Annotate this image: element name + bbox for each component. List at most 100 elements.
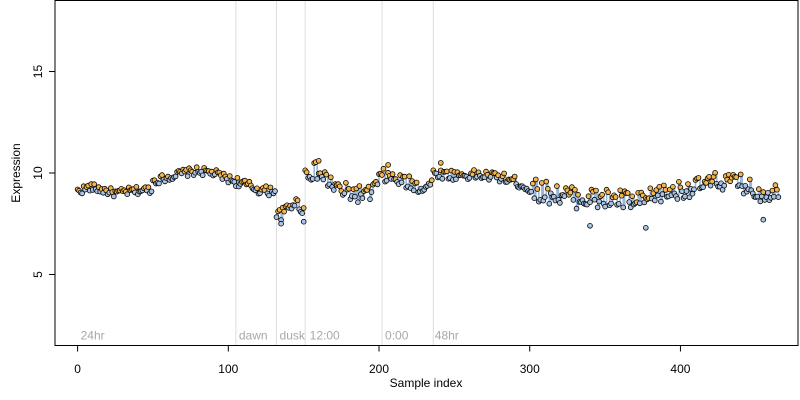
data-point-150 (300, 205, 307, 211)
data-point-152 (303, 169, 310, 176)
data-point-156 (309, 176, 316, 182)
data-point-361 (618, 192, 625, 199)
data-point-462 (771, 194, 777, 200)
data-point-373 (636, 200, 643, 207)
data-point-362 (620, 204, 626, 211)
data-point-463 (772, 182, 779, 188)
data-point-189 (359, 195, 366, 202)
data-point-304 (532, 176, 539, 183)
data-point-177 (341, 190, 348, 197)
extreme-point-7 (760, 216, 767, 223)
data-point-386 (656, 184, 663, 190)
data-point-301 (528, 188, 534, 195)
data-point-388 (659, 191, 666, 197)
data-point-146 (294, 197, 301, 204)
x-tick-label-3: 300 (520, 362, 540, 376)
data-point-308 (538, 180, 545, 186)
data-point-174 (336, 183, 343, 190)
data-point-186 (355, 199, 361, 206)
data-point-403 (682, 193, 688, 200)
data-point-127 (266, 192, 272, 199)
data-point-251 (453, 176, 459, 183)
x-tick-label-4: 400 (670, 362, 690, 376)
data-point-209 (389, 171, 396, 177)
data-point-242 (439, 176, 446, 182)
data-point-313 (546, 201, 553, 207)
data-point-131 (272, 188, 278, 194)
data-point-83 (199, 172, 206, 179)
data-point-452 (755, 186, 762, 192)
x-axis: 0 100 200 300 400 (74, 345, 691, 376)
data-point-354 (608, 200, 614, 207)
annotation-0: 24hr (81, 328, 105, 342)
data-point-132 (273, 214, 280, 220)
data-point-331 (573, 205, 580, 212)
data-point-323 (561, 193, 568, 199)
x-tick-label-2: 200 (369, 362, 389, 376)
data-point-390 (662, 187, 669, 193)
extreme-point-2 (315, 158, 322, 164)
data-point-368 (629, 193, 635, 200)
y-tick-label-2: 15 (31, 65, 45, 79)
annotation-3: 12:00 (310, 328, 340, 342)
data-point-33 (124, 191, 131, 198)
data-point-429 (721, 182, 727, 189)
data-point-360 (617, 187, 623, 194)
x-tick-label-1: 100 (218, 362, 238, 376)
data-point-344 (593, 187, 599, 194)
data-point-223 (410, 187, 417, 194)
data-point-401 (679, 188, 685, 195)
extreme-point-5 (587, 223, 593, 229)
data-point-458 (765, 190, 771, 196)
x-axis-title: Sample index (390, 376, 463, 390)
data-point-54 (156, 180, 162, 187)
data-point-193 (365, 183, 372, 190)
data-point-352 (605, 189, 611, 196)
data-point-318 (554, 183, 560, 189)
data-point-170 (330, 187, 337, 193)
data-point-455 (760, 189, 767, 195)
data-point-383 (651, 197, 658, 204)
data-point-119 (254, 185, 260, 192)
data-point-348 (599, 191, 605, 198)
data-point-329 (570, 197, 577, 203)
data-point-283 (501, 170, 507, 177)
data-point-389 (661, 182, 667, 189)
data-point-163 (320, 176, 327, 183)
data-point-73 (184, 173, 191, 180)
data-point-184 (352, 193, 358, 200)
data-point-220 (406, 173, 413, 180)
data-point-199 (374, 181, 381, 188)
data-point-215 (398, 179, 405, 186)
data-point-453 (757, 198, 764, 205)
data-point-357 (612, 194, 619, 200)
data-point-417 (703, 180, 709, 186)
data-point-180 (346, 185, 352, 192)
data-point-47 (145, 184, 152, 191)
data-point-345 (594, 204, 601, 211)
data-point-205 (383, 177, 390, 184)
data-point-65 (172, 173, 179, 180)
data-point-159 (314, 176, 321, 182)
data-point-245 (443, 168, 450, 175)
data-point-290 (511, 173, 518, 180)
data-point-330 (572, 187, 578, 193)
points-layer (74, 158, 782, 231)
annotation-2: dusk (280, 328, 306, 342)
data-point-165 (323, 171, 330, 178)
data-point-398 (674, 196, 681, 202)
data-point-465 (775, 194, 782, 200)
data-point-387 (658, 198, 664, 205)
data-point-440 (737, 171, 744, 178)
y-axis: 5 10 15 (31, 65, 56, 278)
y-tick-label-1: 10 (31, 166, 45, 180)
extreme-point-6 (642, 225, 649, 231)
data-point-187 (356, 183, 363, 189)
data-point-178 (343, 180, 349, 186)
data-point-443 (742, 183, 749, 189)
data-point-203 (380, 165, 387, 172)
annotations-layer: 24hr dawn dusk 12:00 0:00 48hr (81, 328, 459, 342)
data-point-194 (367, 196, 373, 203)
data-point-343 (591, 196, 598, 203)
